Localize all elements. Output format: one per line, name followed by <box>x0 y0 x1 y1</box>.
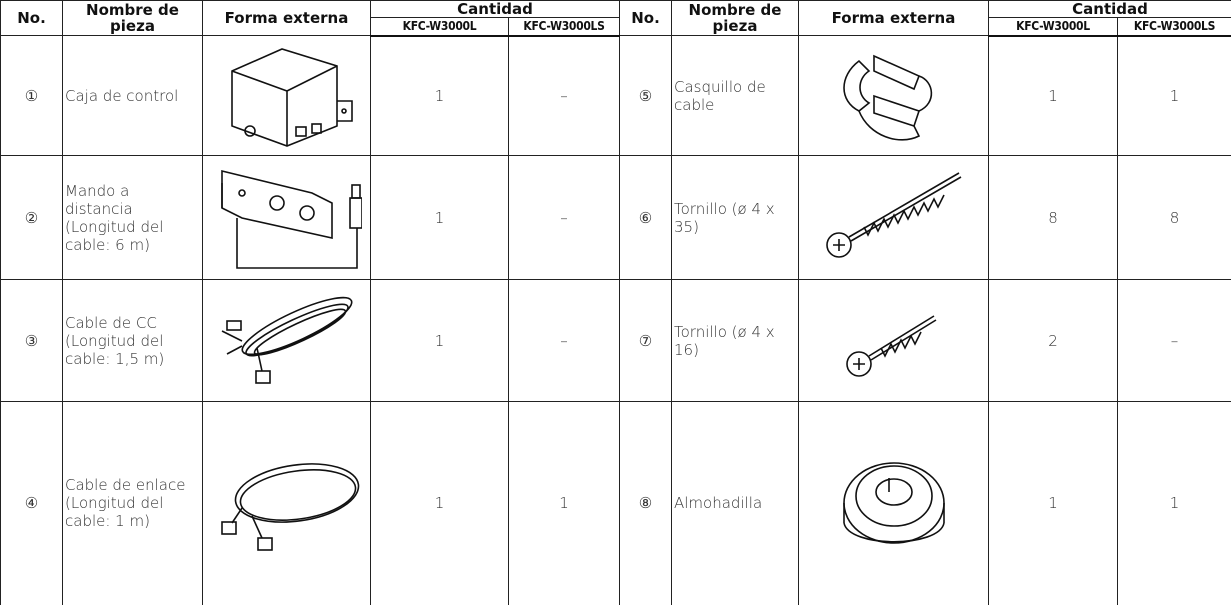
item-quantity: 1 <box>370 401 509 605</box>
part-illustration <box>825 171 961 258</box>
header-quantity: Cantidad <box>988 0 1231 18</box>
item-no: ③ <box>0 279 63 402</box>
header-model: KFC-W3000L <box>370 17 509 37</box>
item-name: Mando a distancia (Longitud del cable: 6… <box>62 155 203 280</box>
part-illustration <box>842 462 945 545</box>
item-quantity: 8 <box>988 155 1118 280</box>
item-name: Tornillo (ø 4 x 35) <box>671 155 799 280</box>
header-name: Nombre de pieza <box>62 0 203 36</box>
item-quantity: – <box>508 155 620 280</box>
item-quantity: 1 <box>988 401 1118 605</box>
item-name: Almohadilla <box>671 401 799 605</box>
header-no: No. <box>0 0 63 36</box>
item-shape <box>798 155 989 280</box>
item-shape <box>202 155 371 280</box>
item-name: Cable de enlace (Longitud del cable: 1 m… <box>62 401 203 605</box>
item-name: Cable de CC (Longitud del cable: 1,5 m) <box>62 279 203 402</box>
header-model: KFC-W3000LS <box>508 17 620 37</box>
item-quantity: 1 <box>370 279 509 402</box>
item-name: Casquillo de cable <box>671 35 799 156</box>
item-quantity: – <box>508 279 620 402</box>
part-illustration <box>845 314 936 377</box>
item-quantity: 8 <box>1117 155 1231 280</box>
part-illustration <box>842 54 932 141</box>
header-shape: Forma externa <box>798 0 989 36</box>
item-shape <box>202 401 371 605</box>
item-quantity: 1 <box>1117 401 1231 605</box>
item-no: ① <box>0 35 63 156</box>
item-no: ⑧ <box>619 401 672 605</box>
item-no: ⑤ <box>619 35 672 156</box>
item-quantity: 1 <box>988 35 1118 156</box>
part-illustration <box>220 169 362 269</box>
item-shape <box>202 35 371 156</box>
item-name: Tornillo (ø 4 x 16) <box>671 279 799 402</box>
item-shape <box>798 35 989 156</box>
header-no: No. <box>619 0 672 36</box>
item-no: ⑥ <box>619 155 672 280</box>
item-no: ② <box>0 155 63 280</box>
header-name: Nombre de pieza <box>671 0 799 36</box>
item-quantity: – <box>508 35 620 156</box>
item-quantity: 2 <box>988 279 1118 402</box>
item-shape <box>202 279 371 402</box>
part-illustration <box>221 296 352 384</box>
item-shape <box>798 279 989 402</box>
item-quantity: 1 <box>508 401 620 605</box>
item-quantity: 1 <box>370 35 509 156</box>
header-model: KFC-W3000LS <box>1117 17 1231 37</box>
part-illustration <box>230 47 353 147</box>
item-quantity: 1 <box>370 155 509 280</box>
item-quantity: 1 <box>1117 35 1231 156</box>
part-illustration <box>220 463 359 552</box>
header-quantity: Cantidad <box>370 0 620 18</box>
header-shape: Forma externa <box>202 0 371 36</box>
item-no: ⑦ <box>619 279 672 402</box>
header-model: KFC-W3000L <box>988 17 1118 37</box>
item-name: Caja de control <box>62 35 203 156</box>
item-shape <box>798 401 989 605</box>
item-no: ④ <box>0 401 63 605</box>
item-quantity: – <box>1117 279 1231 402</box>
